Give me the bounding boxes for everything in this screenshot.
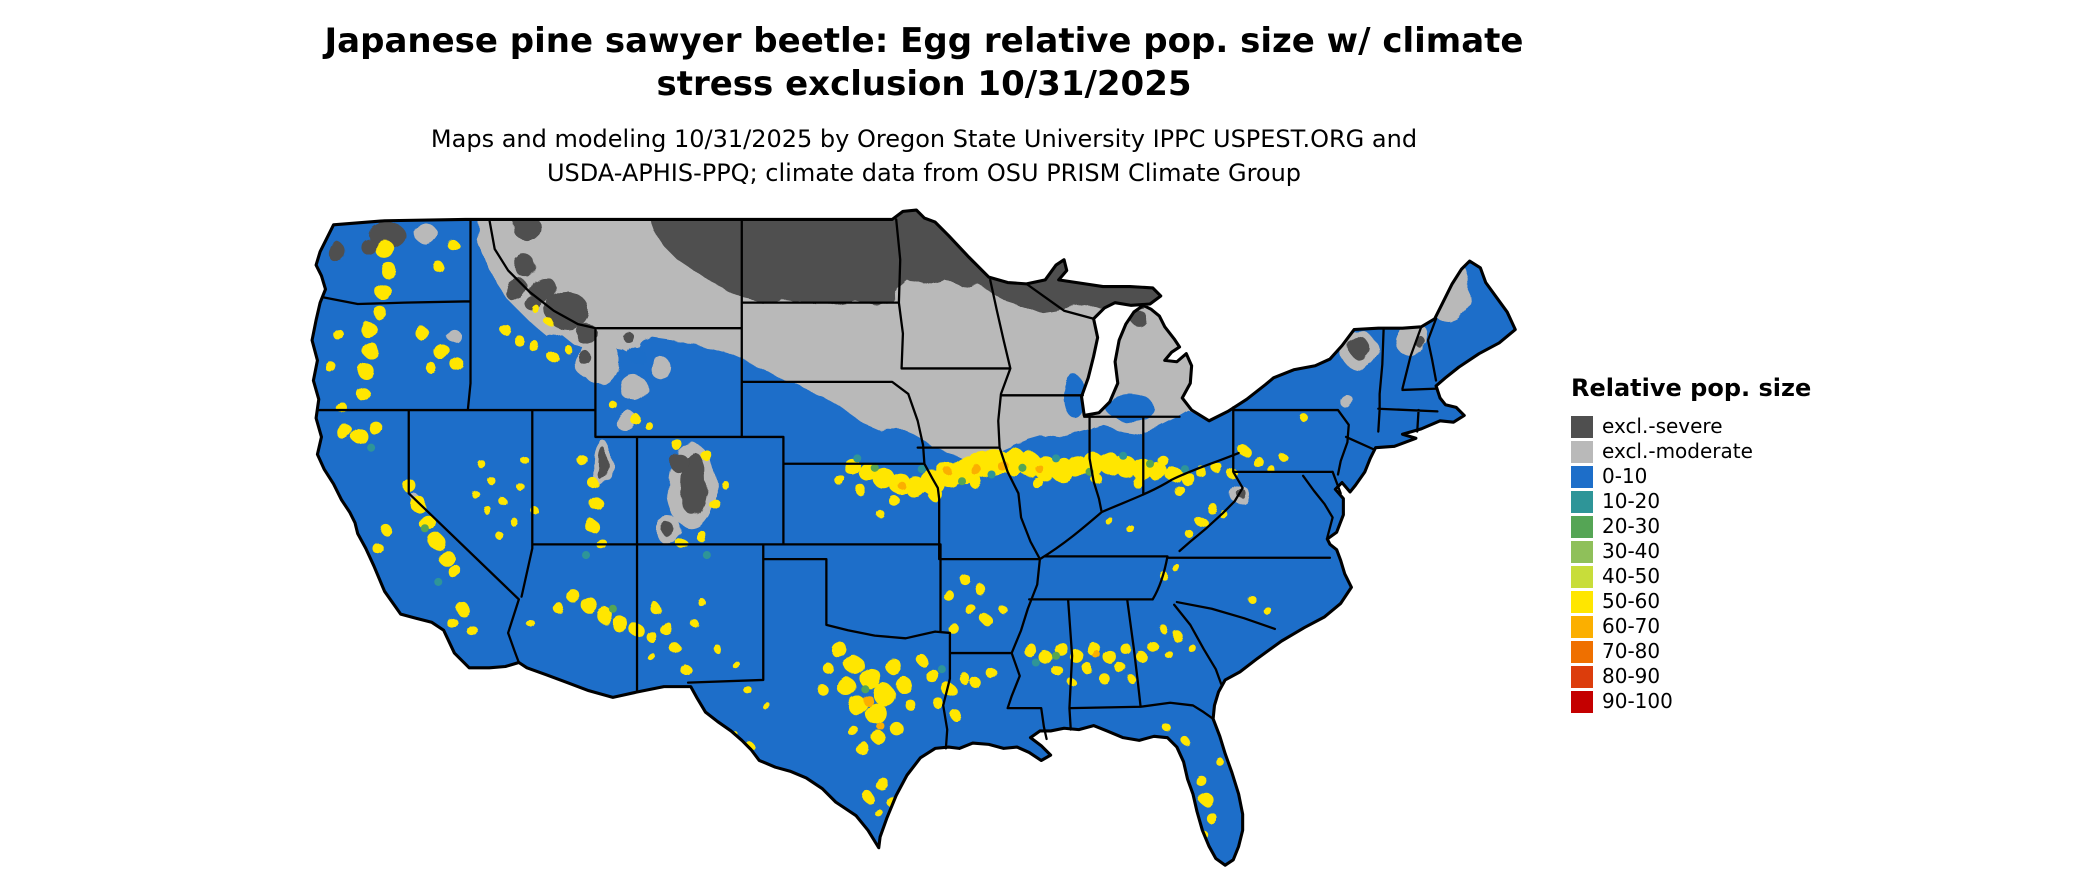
legend-swatch: [1571, 690, 1593, 713]
us-choropleth-map: [304, 206, 1526, 884]
legend-item-label: 90-100: [1602, 689, 1673, 713]
legend-item-label: excl.-severe: [1602, 414, 1723, 438]
page-subtitle-line2: USDA-APHIS-PPQ; climate data from OSU PR…: [546, 159, 1302, 187]
legend-item-label: 70-80: [1602, 639, 1661, 663]
legend-item-label: 60-70: [1602, 614, 1661, 638]
legend-item-label: 50-60: [1602, 589, 1661, 613]
page-title-line2: stress exclusion 10/31/2025: [656, 64, 1192, 104]
legend-item-label: 20-30: [1602, 514, 1661, 538]
page-subtitle-line1: Maps and modeling 10/31/2025 by Oregon S…: [430, 125, 1418, 153]
legend-swatch: [1571, 590, 1593, 613]
legend-swatch: [1571, 515, 1593, 538]
layer-specks-teal: [367, 443, 1189, 674]
legend-swatch: [1571, 540, 1593, 563]
legend-item: 40-50: [1571, 564, 1811, 589]
legend-title: Relative pop. size: [1571, 374, 1812, 402]
legend-item: 0-10: [1571, 464, 1811, 489]
state-borders: [316, 218, 1439, 750]
legend-swatch: [1571, 640, 1593, 663]
legend-swatch: [1571, 665, 1593, 688]
legend-swatch: [1571, 490, 1593, 513]
legend-item: 70-80: [1571, 639, 1811, 664]
conus-outline: [310, 208, 1517, 867]
page-title: Japanese pine sawyer beetle: Egg relativ…: [0, 20, 1848, 106]
legend-item: 60-70: [1571, 614, 1811, 639]
legend-swatch: [1571, 615, 1593, 638]
legend-item-label: 80-90: [1602, 664, 1661, 688]
legend-items: excl.-severe excl.-moderate 0-10 10-20 2…: [1571, 414, 1811, 714]
legend-item: 80-90: [1571, 664, 1811, 689]
legend-swatch: [1571, 465, 1593, 488]
legend-item: 10-20: [1571, 489, 1811, 514]
layer-hotspots-amber: [862, 459, 1101, 731]
layer-blue-pockets: [628, 348, 1155, 421]
legend-swatch: [1571, 440, 1593, 463]
legend-item: excl.-moderate: [1571, 439, 1811, 464]
legend-item: 90-100: [1571, 689, 1811, 714]
page-subtitle: Maps and modeling 10/31/2025 by Oregon S…: [0, 122, 1848, 190]
legend-item-label: 30-40: [1602, 539, 1661, 563]
legend-item: 50-60: [1571, 589, 1811, 614]
legend: Relative pop. size excl.-severe excl.-mo…: [1571, 374, 1811, 714]
legend-item: 30-40: [1571, 539, 1811, 564]
legend-item-label: 40-50: [1602, 564, 1661, 588]
legend-swatch: [1571, 565, 1593, 588]
us-map-svg: [310, 208, 1517, 867]
legend-item: 20-30: [1571, 514, 1811, 539]
legend-item-label: excl.-moderate: [1602, 439, 1753, 463]
legend-item-label: 0-10: [1602, 464, 1648, 488]
legend-item: excl.-severe: [1571, 414, 1811, 439]
legend-swatch: [1571, 415, 1593, 438]
legend-item-label: 10-20: [1602, 489, 1661, 513]
page-title-line1: Japanese pine sawyer beetle: Egg relativ…: [324, 21, 1524, 61]
